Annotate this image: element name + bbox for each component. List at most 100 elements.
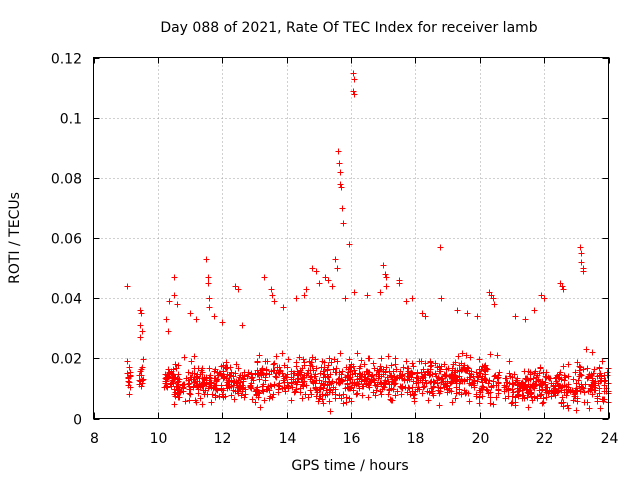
data-point xyxy=(232,370,239,377)
data-point xyxy=(336,160,343,167)
data-point xyxy=(510,389,517,396)
data-point xyxy=(537,392,544,399)
data-point xyxy=(580,268,587,275)
data-point xyxy=(313,268,320,275)
data-point xyxy=(345,369,352,376)
data-point xyxy=(404,365,411,372)
data-point xyxy=(503,383,510,390)
data-point xyxy=(503,375,510,382)
data-point xyxy=(512,402,519,409)
data-point xyxy=(361,361,368,368)
data-point xyxy=(534,393,541,400)
data-point xyxy=(254,358,261,365)
data-point xyxy=(525,368,532,375)
data-point xyxy=(124,283,131,290)
data-point xyxy=(212,375,219,382)
data-point xyxy=(271,381,278,388)
data-point xyxy=(561,382,568,389)
data-point xyxy=(421,383,428,390)
data-point xyxy=(426,372,433,379)
data-point xyxy=(437,385,444,392)
data-point xyxy=(532,368,539,375)
data-point xyxy=(456,386,463,393)
data-point xyxy=(312,384,319,391)
data-point xyxy=(403,298,410,305)
data-point xyxy=(475,374,482,381)
data-point xyxy=(312,356,319,363)
data-point xyxy=(368,378,375,385)
x-tick-label: 16 xyxy=(343,431,361,447)
data-point xyxy=(247,383,254,390)
data-point xyxy=(164,375,171,382)
data-point xyxy=(332,256,339,263)
data-point xyxy=(236,374,243,381)
data-point xyxy=(564,402,571,409)
data-point xyxy=(380,371,387,378)
data-point xyxy=(231,396,238,403)
data-point xyxy=(383,364,390,371)
data-point xyxy=(380,262,387,269)
data-point xyxy=(474,378,481,385)
data-point xyxy=(282,388,289,395)
data-point xyxy=(303,286,310,293)
data-point xyxy=(471,377,478,384)
data-point xyxy=(462,367,469,374)
data-point xyxy=(297,385,304,392)
data-point xyxy=(191,376,198,383)
data-point xyxy=(598,375,605,382)
data-point xyxy=(516,381,523,388)
data-point xyxy=(412,388,419,395)
y-tick-label: 0.02 xyxy=(51,352,82,368)
y-axis-title: ROTI / TECUs xyxy=(7,192,23,284)
data-point xyxy=(444,386,451,393)
data-point xyxy=(310,380,317,387)
data-point xyxy=(337,350,344,357)
data-point xyxy=(419,390,426,397)
data-point xyxy=(280,304,287,311)
data-point xyxy=(410,392,417,399)
data-point xyxy=(418,358,425,365)
data-point xyxy=(557,383,564,390)
data-point xyxy=(391,376,398,383)
data-point xyxy=(410,363,417,370)
data-point xyxy=(565,361,572,368)
data-point xyxy=(171,274,178,281)
data-point xyxy=(206,304,213,311)
data-point xyxy=(186,397,193,404)
data-point xyxy=(162,380,169,387)
data-point xyxy=(364,368,371,375)
data-point xyxy=(266,395,273,402)
data-point xyxy=(182,398,189,405)
data-point xyxy=(324,373,331,380)
data-point xyxy=(580,385,587,392)
data-point xyxy=(480,384,487,391)
data-point xyxy=(509,374,516,381)
data-point xyxy=(586,371,593,378)
data-point xyxy=(349,379,356,386)
data-point xyxy=(377,388,384,395)
data-point xyxy=(454,376,461,383)
data-point xyxy=(271,367,278,374)
data-point xyxy=(314,389,321,396)
data-point xyxy=(185,369,192,376)
data-point xyxy=(419,310,426,317)
data-point xyxy=(456,368,463,375)
data-point xyxy=(199,401,206,408)
data-point xyxy=(348,364,355,371)
data-point xyxy=(377,289,384,296)
data-point xyxy=(224,379,231,386)
data-point xyxy=(272,373,279,380)
data-point xyxy=(479,393,486,400)
data-point xyxy=(257,404,264,411)
data-point xyxy=(230,387,237,394)
data-point xyxy=(346,395,353,402)
data-point xyxy=(327,408,334,415)
data-point xyxy=(506,358,513,365)
data-point xyxy=(577,244,584,251)
y-tick-labels: 0 0.02 0.04 0.06 0.08 0.1 0.12 xyxy=(51,52,82,429)
data-point xyxy=(538,382,545,389)
data-point xyxy=(470,373,477,380)
data-point xyxy=(125,382,132,389)
data-point xyxy=(223,365,230,372)
